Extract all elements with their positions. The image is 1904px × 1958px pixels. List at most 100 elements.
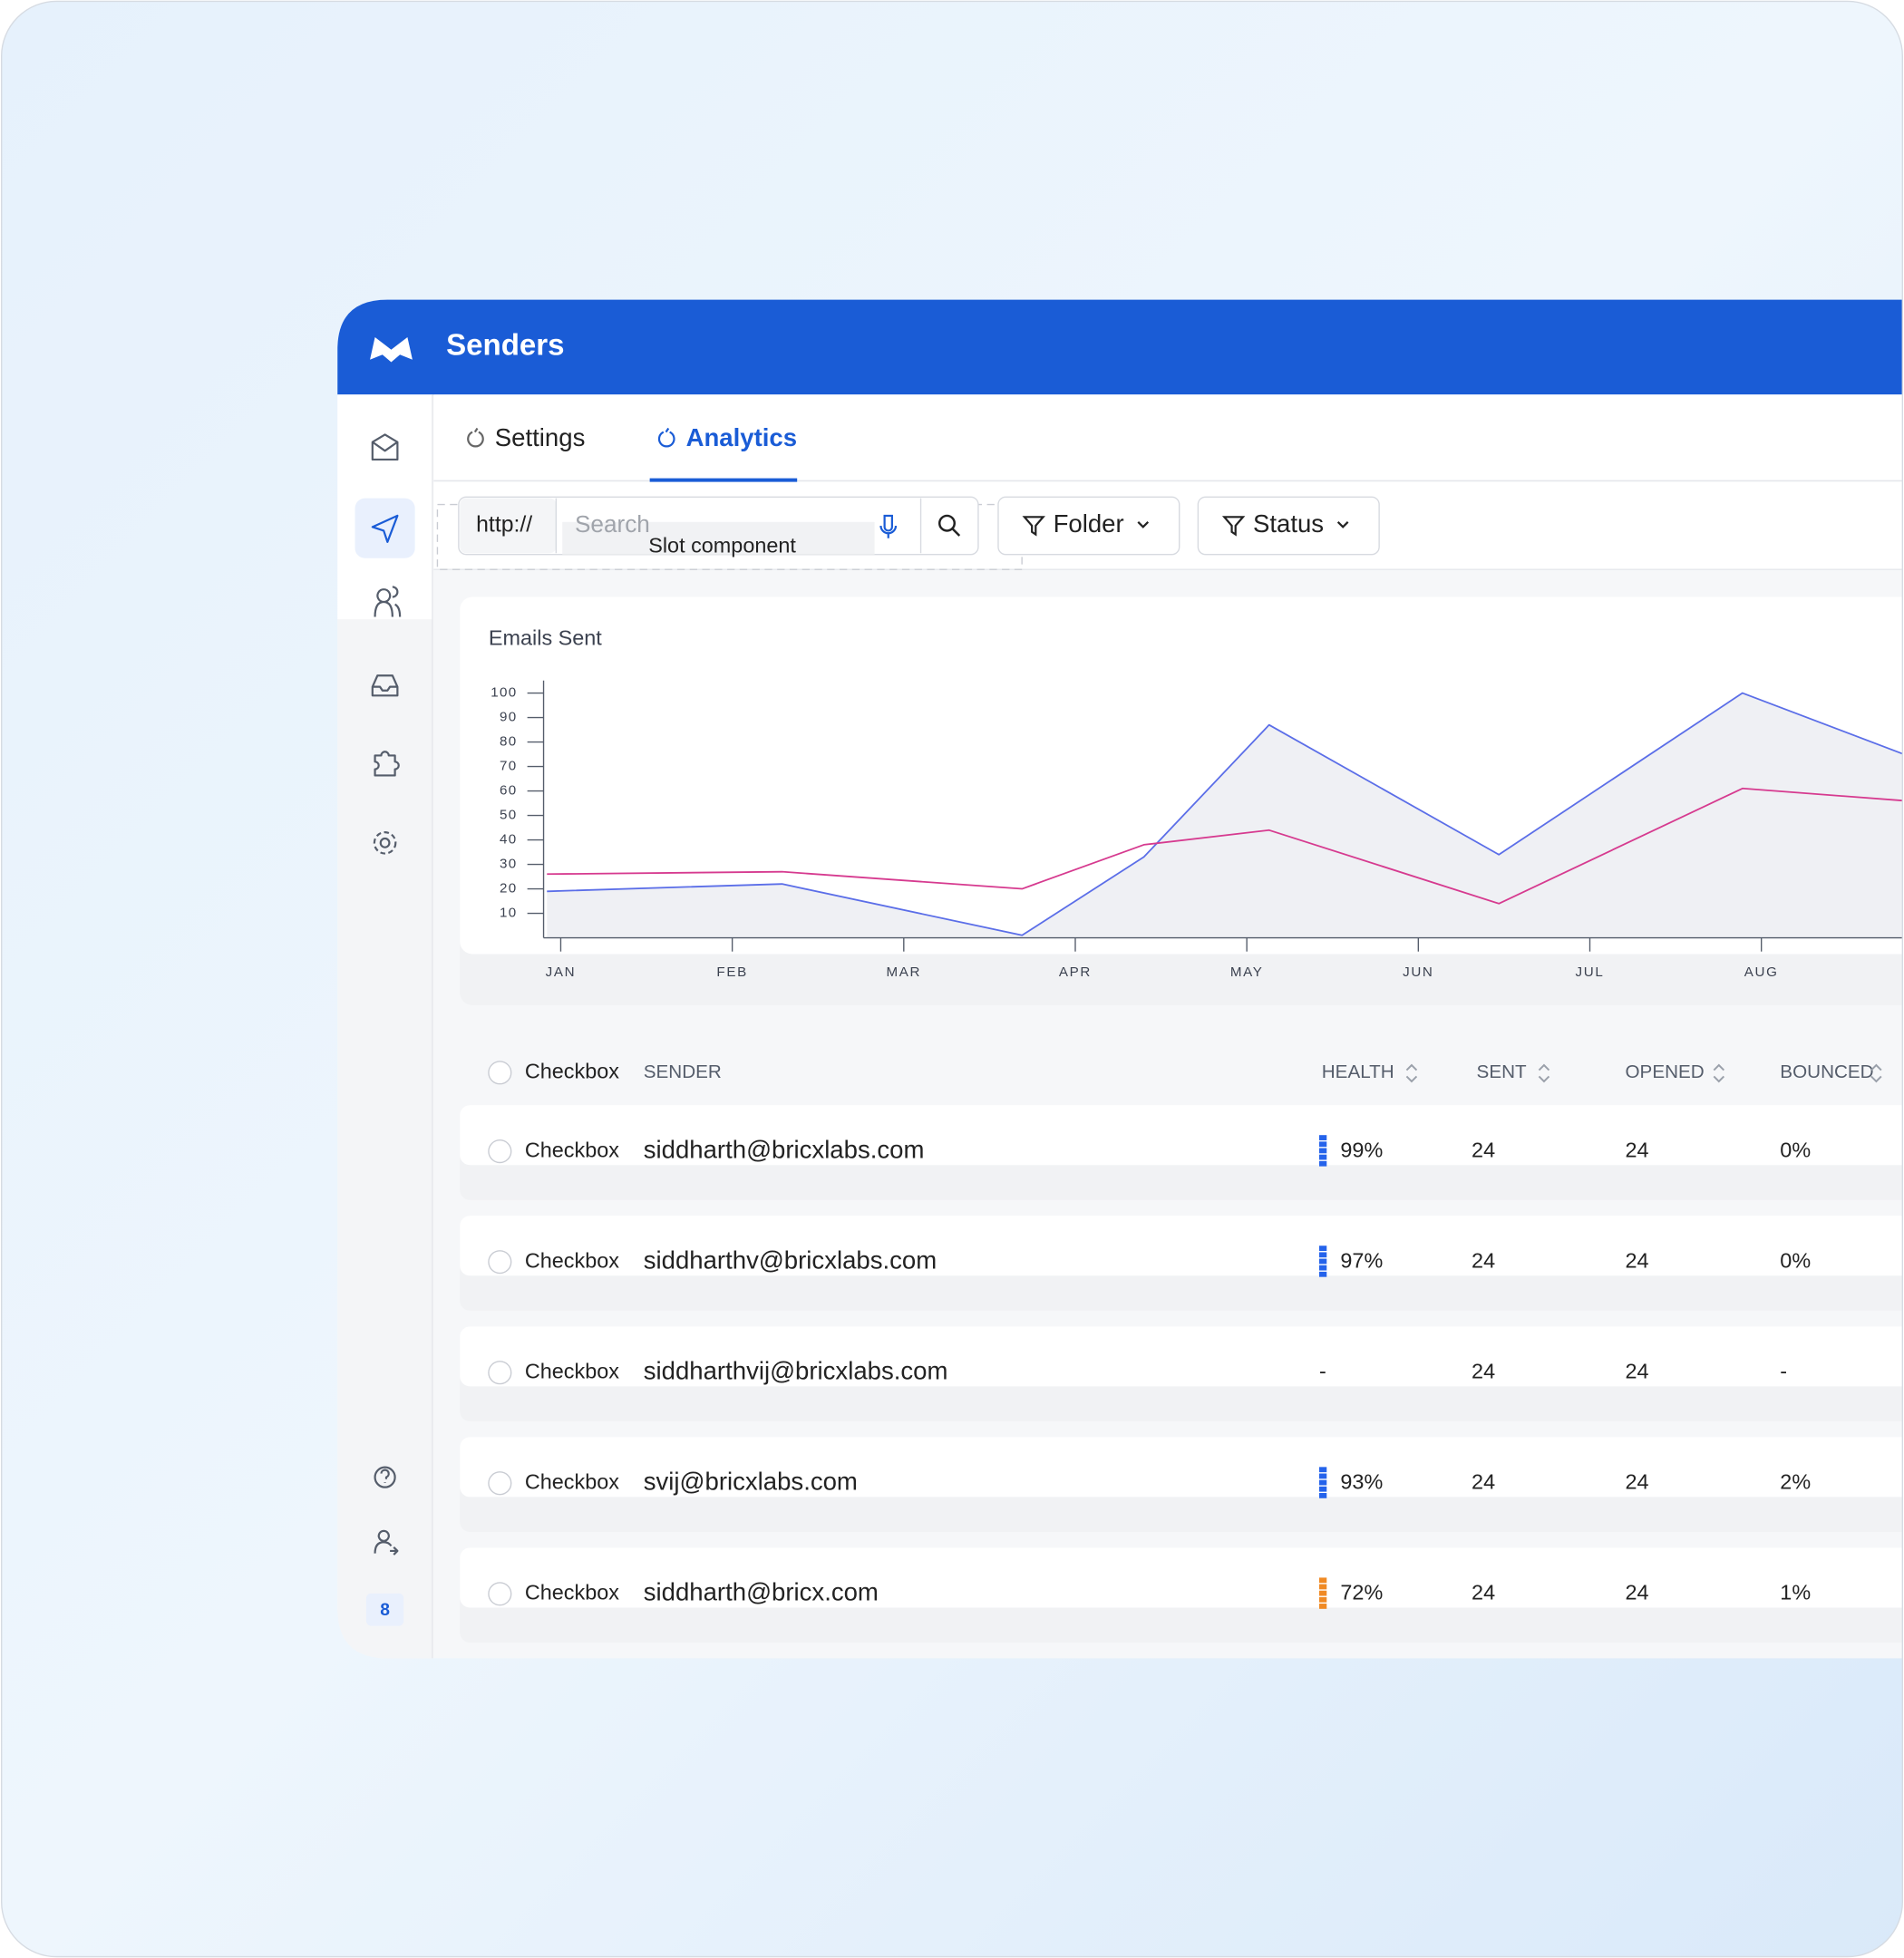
- icon-search-handle: [951, 527, 961, 537]
- checkbox[interactable]: [488, 1471, 512, 1496]
- health-bar: [1319, 1246, 1327, 1252]
- icon-mic[interactable]: [879, 514, 898, 538]
- slot-label: Slot component: [648, 534, 796, 557]
- cell: 24: [1472, 1138, 1495, 1161]
- x-tick-label: FEB: [716, 964, 747, 980]
- row[interactable]: [460, 1547, 1904, 1608]
- y-tick-label: 20: [500, 881, 518, 897]
- app-title: Senders: [446, 329, 564, 363]
- cell: 24: [1472, 1580, 1495, 1604]
- checkbox[interactable]: [488, 1250, 512, 1275]
- cell: Checkbox: [525, 1248, 619, 1272]
- health-bar: [1319, 1252, 1327, 1258]
- row[interactable]: [460, 1105, 1904, 1166]
- cell: 1%: [1780, 1580, 1811, 1604]
- health-bar: [1319, 1577, 1327, 1584]
- column-header: SENDER: [644, 1061, 722, 1082]
- icon-send[interactable]: [371, 514, 399, 543]
- checkbox[interactable]: [488, 1139, 512, 1164]
- cell: svij@bricxlabs.com: [644, 1468, 858, 1496]
- cell: siddharthvij@bricxlabs.com: [644, 1356, 948, 1384]
- health-bar: [1319, 1473, 1327, 1479]
- icon-gear[interactable]: [373, 831, 397, 855]
- icon-chevron: [1336, 521, 1349, 528]
- icon-tab: [467, 427, 484, 448]
- cell: 24: [1626, 1248, 1649, 1272]
- cell: siddharthv@bricxlabs.com: [644, 1246, 937, 1274]
- column-header[interactable]: SENT: [1477, 1061, 1527, 1082]
- search-prefix: http://: [476, 512, 532, 537]
- search-prefix-bg: [460, 498, 557, 554]
- icon-help-mark: [380, 1468, 390, 1483]
- x-tick-label: MAY: [1230, 964, 1264, 980]
- icon-filter: [1221, 516, 1246, 537]
- line: [547, 787, 1903, 905]
- cell: 99%: [1340, 1138, 1383, 1161]
- row[interactable]: [460, 1437, 1904, 1498]
- health-bar: [1319, 1596, 1327, 1603]
- status-filter[interactable]: [1197, 496, 1380, 556]
- health-bar: [1319, 1479, 1327, 1486]
- icon-switch-user[interactable]: [374, 1529, 399, 1556]
- badge: 8: [380, 1601, 390, 1620]
- health-bar: [1319, 1141, 1327, 1148]
- y-tick-label: 40: [500, 832, 518, 848]
- icon-help[interactable]: [374, 1466, 396, 1488]
- filter-label[interactable]: Folder: [1054, 509, 1124, 538]
- tab-bar: [433, 394, 1903, 481]
- x-tick-label: JUL: [1576, 964, 1605, 980]
- x-tick-label: JAN: [546, 964, 577, 980]
- cell: -: [1780, 1359, 1787, 1382]
- health-bar: [1319, 1148, 1327, 1154]
- x-tick-label: MAR: [887, 964, 922, 980]
- x-tick-label: AUG: [1744, 964, 1779, 980]
- sort-icon: [1870, 1063, 1882, 1083]
- cell: Checkbox: [525, 1138, 619, 1161]
- search-placeholder[interactable]: Search: [575, 510, 650, 538]
- sidebar: [337, 619, 432, 1659]
- column-header: Checkbox: [525, 1060, 619, 1083]
- icon-search[interactable]: [937, 514, 956, 532]
- health-bar: [1319, 1160, 1327, 1167]
- row[interactable]: [460, 1326, 1904, 1387]
- y-tick-label: 80: [500, 734, 518, 750]
- icon-chevron: [1137, 521, 1150, 528]
- checkbox[interactable]: [488, 1582, 512, 1606]
- icon-gear-center[interactable]: [379, 837, 391, 848]
- health-bar: [1319, 1590, 1327, 1596]
- slot-bg: [562, 521, 875, 555]
- y-tick-label: 60: [500, 783, 518, 799]
- column-header[interactable]: OPENED: [1626, 1061, 1705, 1082]
- row[interactable]: [460, 1216, 1904, 1276]
- cell: 24: [1626, 1138, 1649, 1161]
- filter-label[interactable]: Status: [1253, 509, 1324, 538]
- tab-indicator: [649, 478, 798, 482]
- cell: Checkbox: [525, 1469, 619, 1493]
- y-tick-label: 90: [500, 710, 518, 725]
- tab[interactable]: Analytics: [686, 423, 797, 451]
- tab[interactable]: Settings: [495, 423, 586, 451]
- icon-mail: [371, 433, 399, 461]
- cell: 24: [1626, 1580, 1649, 1604]
- y-tick-label: 70: [500, 759, 518, 774]
- icon-inbox[interactable]: [371, 674, 399, 697]
- icon-puzzle[interactable]: [374, 751, 400, 777]
- column-header[interactable]: HEALTH: [1322, 1061, 1394, 1082]
- health-bar: [1319, 1604, 1327, 1609]
- y-tick-label: 10: [500, 906, 518, 921]
- health-bar: [1319, 1584, 1327, 1590]
- nav-active[interactable]: [355, 498, 415, 558]
- sort-icon: [1538, 1063, 1550, 1083]
- badge-bg: [365, 1593, 404, 1626]
- column-header[interactable]: BOUNCED: [1780, 1061, 1873, 1082]
- cell: Checkbox: [525, 1580, 619, 1604]
- sort-icon: [1713, 1063, 1725, 1083]
- checkbox[interactable]: [488, 1361, 512, 1385]
- folder-filter[interactable]: [997, 496, 1180, 556]
- line: [547, 692, 1903, 936]
- icon-users[interactable]: [374, 586, 402, 617]
- checkbox[interactable]: [488, 1061, 512, 1085]
